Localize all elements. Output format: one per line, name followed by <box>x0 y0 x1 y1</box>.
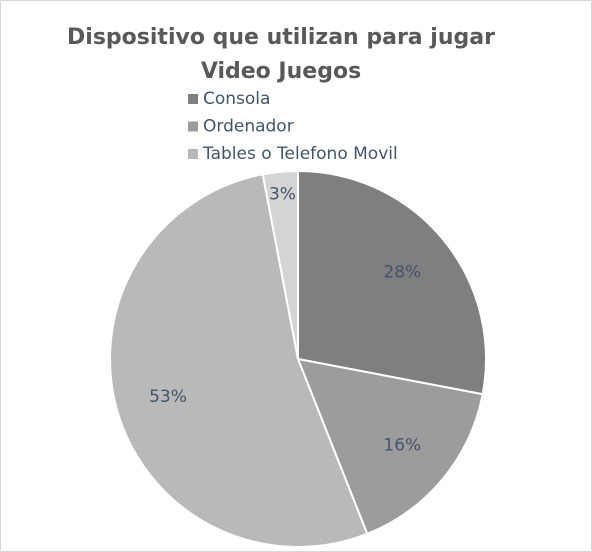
pie-slice <box>296 357 484 536</box>
legend-label: Consola <box>203 89 270 109</box>
pie-slice <box>297 169 487 396</box>
legend-swatch <box>188 94 198 104</box>
data-label: 16% <box>383 435 421 455</box>
pie-slice <box>109 173 369 548</box>
legend-swatch <box>188 149 198 159</box>
data-label: 28% <box>383 263 421 283</box>
legend-label: Ordenador <box>203 117 294 137</box>
chart-title: Dispositivo que utilizan para jugar Vide… <box>67 25 495 84</box>
legend-label: Tables o Telefono Movil <box>202 144 398 164</box>
legend-swatch <box>188 121 198 132</box>
data-label: 3% <box>269 184 296 204</box>
data-label: 53% <box>149 387 187 407</box>
pie-slice <box>261 169 299 360</box>
